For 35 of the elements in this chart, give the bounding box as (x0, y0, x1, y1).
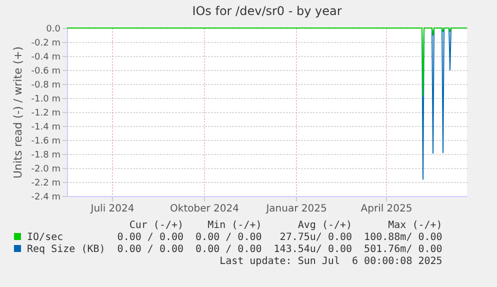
text: Cur (-/+) (128, 220, 184, 232)
y-tick-label: -0.8 m (31, 80, 60, 90)
text: 0.00 / 0.00 (194, 232, 262, 244)
text: 501.76m/ 0.00 (363, 244, 442, 256)
line-series (66, 28, 468, 96)
y-axis-title: Units read (-) / write (+) (11, 46, 24, 179)
y-tick-label: -1.4 m (31, 122, 60, 132)
text: 27.75u/ 0.00 (278, 232, 352, 244)
x-tick-label: Oktober 2024 (170, 204, 239, 214)
y-tick-label: -2.0 m (31, 164, 60, 174)
y-tick-label: -0.6 m (31, 66, 60, 76)
y-tick-label: -1.0 m (31, 94, 60, 104)
x-tick-label: Januar 2025 (265, 204, 327, 214)
text: 0.00 / 0.00 (116, 244, 184, 256)
x-tick-label: April 2025 (360, 204, 412, 214)
y-tick-label: -1.2 m (31, 108, 60, 118)
y-tick-label: -2.2 m (31, 178, 60, 188)
text: Last update: Sun Jul 6 00:00:08 2025 (218, 256, 442, 268)
text: Min (-/+) (206, 220, 262, 232)
text: Max (-/+) (387, 220, 442, 232)
y-tick-label: -1.6 m (31, 136, 60, 146)
x-tick-label: Juli 2024 (90, 204, 134, 214)
y-tick-label: -0.4 m (31, 52, 60, 62)
legend-label: Req Size (KB) (26, 244, 106, 256)
text: 143.54u/ 0.00 (272, 244, 352, 256)
text: 0.00 / 0.00 (116, 232, 184, 244)
y-tick-label: 0.0 (46, 24, 61, 34)
y-tick-label: -2.4 m (31, 192, 60, 202)
legend-label: IO/sec (26, 232, 64, 244)
chart-title: IOs for /dev/sr0 - by year (192, 4, 342, 18)
y-tick-label: -1.8 m (31, 150, 60, 160)
text: Avg (-/+) (296, 220, 352, 232)
y-tick-label: -0.2 m (31, 38, 60, 48)
text: 100.88m/ 0.00 (363, 232, 442, 244)
text: 0.00 / 0.00 (194, 244, 262, 256)
